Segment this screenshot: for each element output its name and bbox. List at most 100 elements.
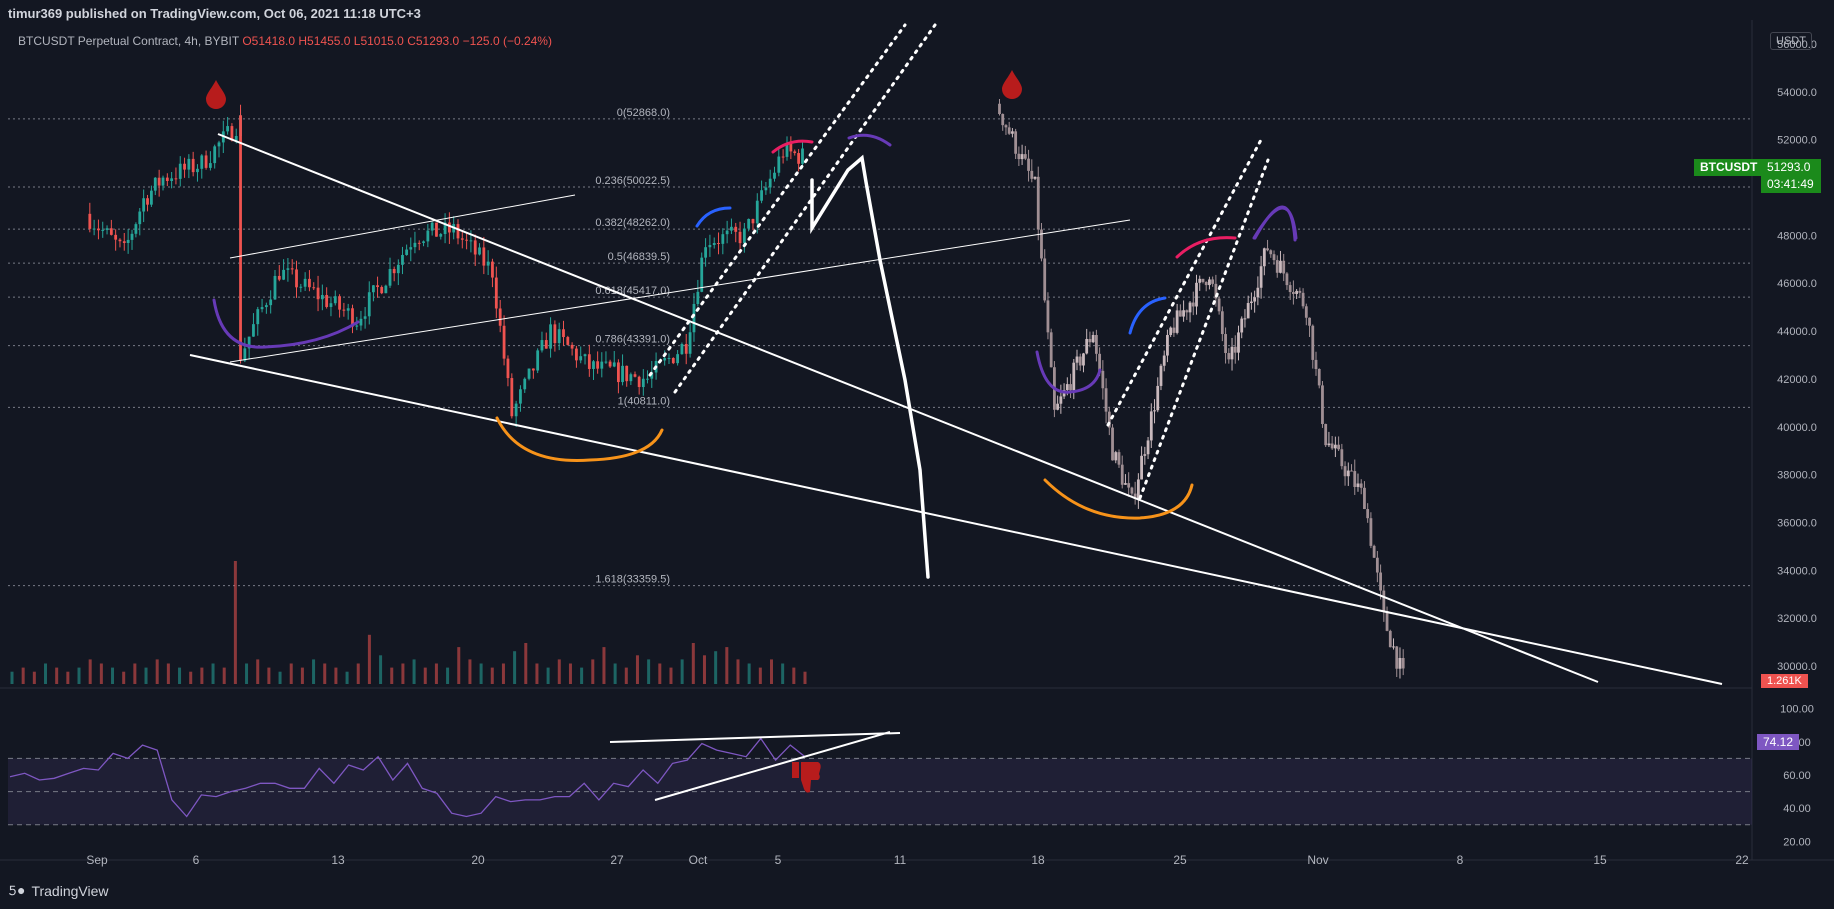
price-candle — [170, 178, 174, 181]
price-candle — [797, 153, 801, 164]
price-candle — [764, 187, 768, 191]
price-candle — [388, 268, 392, 286]
price-candle — [447, 222, 451, 233]
volume-bar — [66, 671, 70, 684]
trend-drawings — [189, 23, 1723, 685]
price-candle — [217, 142, 221, 147]
projected-candle — [1098, 353, 1102, 371]
projected-candle — [1130, 487, 1134, 494]
annotation-icons — [206, 70, 1022, 793]
time-tick-label: 15 — [1593, 853, 1607, 867]
projected-candle — [1133, 493, 1137, 499]
price-candle — [579, 356, 583, 361]
price-candle — [575, 348, 578, 361]
price-candle — [760, 190, 763, 201]
volume-bar — [423, 667, 427, 684]
blood-drop-icon — [1002, 70, 1022, 99]
projected-candle — [1191, 302, 1195, 307]
volume-bar — [111, 667, 115, 684]
volume-bar — [602, 647, 606, 684]
rsi-top-trendline — [609, 732, 901, 743]
price-candle — [161, 177, 165, 186]
projected-candle — [1091, 335, 1095, 343]
time-axis: Sep 6 13 20 27 Oct 5 11 18 25 Nov 8 15 22 — [86, 853, 1749, 867]
fib-level-label: 0(52868.0) — [617, 107, 670, 119]
volume-price-tag: 1.261K — [1761, 674, 1808, 688]
projected-candle — [1178, 310, 1182, 317]
time-tick-label: 18 — [1031, 853, 1045, 867]
projected-candle — [1211, 279, 1215, 284]
volume-bar — [390, 667, 394, 684]
price-candle — [502, 325, 506, 359]
symbol-label[interactable]: BTCUSDT Perpetual Contract, 4h, BYBIT — [18, 34, 239, 48]
projected-candle — [1204, 281, 1208, 286]
price-candle — [734, 226, 738, 232]
price-candle — [101, 229, 105, 231]
symbol-tag-label: BTCUSDT — [1700, 160, 1758, 174]
symbol-price-tag: BTCUSDT — [1694, 159, 1764, 176]
volume-bar — [647, 659, 651, 684]
projected-candle — [1321, 385, 1324, 425]
projected-candle — [1007, 127, 1011, 134]
price-candle — [637, 376, 641, 388]
projected-candle — [1201, 278, 1205, 282]
volume-bar — [379, 655, 383, 684]
price-candle — [234, 136, 238, 141]
publisher-line: timur369 published on TradingView.com, O… — [8, 6, 421, 21]
fib-level-label: 1.618(33359.5) — [595, 574, 670, 586]
price-candle — [252, 324, 255, 337]
price-candle — [417, 242, 421, 244]
projected-candle — [1011, 131, 1014, 134]
projected-candle — [1237, 332, 1240, 353]
projected-candle — [1392, 646, 1395, 648]
projected-candle — [1240, 318, 1244, 333]
projected-candle — [1327, 443, 1331, 446]
bowl-purple-2 — [1035, 350, 1102, 394]
volume-bar — [267, 667, 271, 684]
projected-candle — [1385, 611, 1389, 631]
price-candle — [540, 340, 544, 351]
projected-candle — [1269, 250, 1273, 255]
price-candle — [295, 269, 298, 288]
volume-bar — [658, 663, 662, 684]
price-candle — [667, 358, 671, 360]
projected-candle — [1288, 285, 1292, 293]
price-candle — [531, 368, 535, 371]
volume-bar — [769, 659, 773, 684]
time-tick-label: 6 — [193, 853, 200, 867]
volume-bar — [803, 671, 807, 684]
price-candle — [430, 222, 434, 231]
projected-candle — [1272, 254, 1276, 261]
projected-candle — [1120, 464, 1124, 485]
projected-candle — [1185, 310, 1189, 313]
projected-candle — [1330, 443, 1334, 449]
volume-bar — [702, 655, 706, 684]
price-tick-label: 48000.0 — [1777, 230, 1817, 242]
thumbs-down-cuff — [792, 762, 799, 778]
projected-candle — [1266, 248, 1269, 251]
footer-brand-label[interactable]: TradingView — [31, 882, 109, 899]
arc-purple-1 — [847, 133, 892, 147]
projected-candle — [1350, 470, 1353, 472]
projected-candle — [1136, 479, 1140, 499]
price-candle — [755, 200, 759, 224]
projected-candle — [1366, 509, 1370, 519]
fib-level-label: 0.5(46839.5) — [608, 251, 670, 263]
price-tick-label: 38000.0 — [1777, 470, 1817, 482]
price-candle — [114, 234, 118, 240]
currency-unit-button[interactable]: USDT — [1770, 32, 1812, 50]
price-candle — [494, 277, 498, 309]
projected-candle — [1146, 440, 1150, 455]
volume-bar — [300, 667, 304, 684]
time-tick-label: 22 — [1735, 853, 1749, 867]
projected-candle — [1398, 657, 1402, 669]
volume-bar — [535, 663, 539, 684]
volume-bar — [144, 667, 148, 684]
price-candle — [536, 350, 540, 371]
projected-candle — [1159, 365, 1163, 386]
projected-candle — [1311, 325, 1315, 360]
volume-bar — [367, 634, 371, 684]
price-candle — [549, 324, 552, 349]
volume-bar — [546, 667, 550, 684]
